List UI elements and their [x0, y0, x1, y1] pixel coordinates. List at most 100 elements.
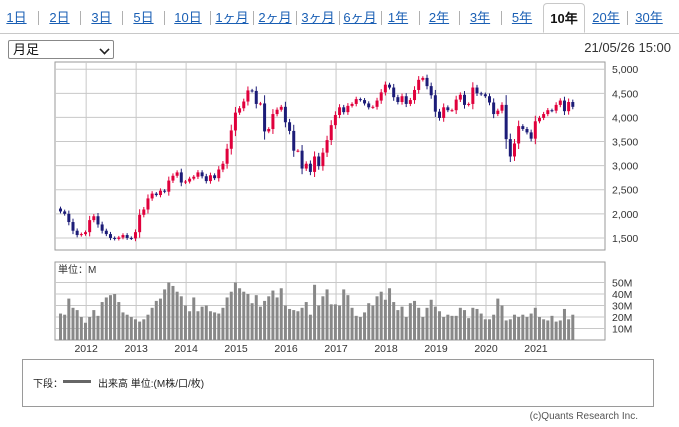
period-select-value: 月足 — [13, 42, 40, 57]
candle-body — [67, 213, 71, 223]
tab-30y[interactable]: 30年 — [635, 10, 663, 25]
tab-10d[interactable]: 10日 — [174, 10, 202, 25]
tab-2y[interactable]: 2年 — [428, 10, 450, 25]
candle-body — [421, 77, 425, 80]
candle-body — [425, 77, 429, 87]
volume-bar — [354, 315, 358, 340]
volume-bar — [221, 307, 225, 340]
candle-body — [450, 110, 454, 112]
volume-bar — [433, 306, 437, 340]
volume-bar — [421, 317, 425, 340]
volume-bar — [300, 307, 304, 340]
volume-bar — [275, 297, 279, 340]
volume-bar — [113, 294, 117, 340]
volume-bar — [496, 298, 500, 340]
candle-body — [146, 198, 150, 210]
tab-3m[interactable]: 3ヶ月 — [301, 10, 335, 25]
volume-bar — [254, 295, 258, 340]
volume-bar — [450, 315, 454, 340]
candle-body — [59, 208, 62, 212]
volume-bar — [479, 313, 483, 340]
volume-bar — [342, 289, 346, 340]
candle-body — [125, 235, 129, 238]
volume-bar — [263, 300, 267, 340]
volume-bar — [571, 314, 575, 340]
candle-body — [483, 94, 487, 97]
volume-bar — [438, 311, 442, 340]
candle-body — [367, 103, 371, 108]
volume-bar — [483, 319, 487, 340]
candle-body — [363, 100, 367, 104]
volume-bar — [404, 317, 408, 340]
volume-bar — [188, 311, 192, 340]
volume-bar — [487, 319, 491, 340]
candle-body — [392, 87, 396, 98]
volume-bar — [100, 302, 104, 340]
legend-volume-swatch — [63, 380, 91, 383]
legend-box: 下段： 出来高 単位:(M株/口/枚) — [22, 359, 654, 407]
volume-bar — [567, 319, 571, 340]
volume-bar — [388, 288, 392, 340]
candle-body — [179, 172, 183, 183]
volume-bar — [200, 306, 204, 340]
volume-bar — [392, 302, 396, 340]
candle-body — [225, 148, 229, 164]
tab-1m[interactable]: 1ヶ月 — [215, 10, 249, 25]
x-tick-label: 2019 — [424, 343, 448, 355]
candle-body — [192, 176, 196, 179]
candle-body — [129, 237, 133, 239]
tab-1y[interactable]: 1年 — [387, 10, 409, 25]
tab-20y[interactable]: 20年 — [592, 10, 620, 25]
volume-bar — [108, 295, 112, 340]
tab-10y[interactable]: 10年 — [543, 3, 585, 33]
candle-body — [463, 94, 467, 105]
candle-body — [200, 172, 204, 177]
tab-3y[interactable]: 3年 — [469, 10, 491, 25]
price-tick-label: 4,000 — [612, 112, 638, 124]
candle-body — [213, 175, 217, 179]
candle-body — [217, 169, 221, 179]
candle-body — [487, 96, 491, 103]
tab-1d[interactable]: 1日 — [6, 10, 27, 25]
candle-body — [517, 126, 521, 144]
tab-2m[interactable]: 2ヶ月 — [258, 10, 292, 25]
copyright: (c)Quants Research Inc. — [529, 411, 638, 422]
period-select[interactable]: 月足 — [8, 40, 114, 59]
candle-body — [283, 106, 287, 123]
tab-separator — [339, 11, 340, 25]
candle-body — [346, 105, 350, 113]
volume-bar — [158, 298, 162, 340]
candle-body — [396, 97, 400, 103]
candle-body — [525, 129, 529, 133]
candle-body — [417, 79, 421, 90]
candle-body — [300, 150, 304, 169]
volume-bar — [317, 305, 321, 340]
volume-bar — [463, 310, 467, 340]
tab-separator — [381, 11, 382, 25]
volume-bar — [246, 294, 250, 340]
tab-5y[interactable]: 5年 — [511, 10, 533, 25]
candle-body — [537, 117, 541, 122]
price-tick-label: 2,500 — [612, 185, 638, 197]
candle-body — [279, 106, 283, 110]
volume-bar — [400, 306, 404, 340]
volume-bar — [308, 314, 312, 340]
candle-body — [333, 115, 337, 126]
candle-body — [208, 175, 212, 182]
volume-bar — [267, 296, 271, 340]
tab-2d[interactable]: 2日 — [49, 10, 70, 25]
candle-body — [292, 130, 296, 151]
x-tick-label: 2020 — [474, 343, 498, 355]
tab-6m[interactable]: 6ヶ月 — [343, 10, 377, 25]
candle-body — [354, 99, 358, 104]
candle-body — [75, 230, 79, 236]
volume-bar — [117, 302, 121, 340]
volume-bar — [63, 314, 67, 340]
candle-body — [121, 235, 125, 238]
volume-bar — [425, 307, 429, 340]
tab-3d[interactable]: 3日 — [91, 10, 112, 25]
tab-5d[interactable]: 5日 — [133, 10, 154, 25]
candle-body — [442, 107, 446, 118]
price-axis-labels: 1,500 2,000 2,500 3,000 3,500 4,000 4,500 5,000 — [612, 64, 638, 245]
